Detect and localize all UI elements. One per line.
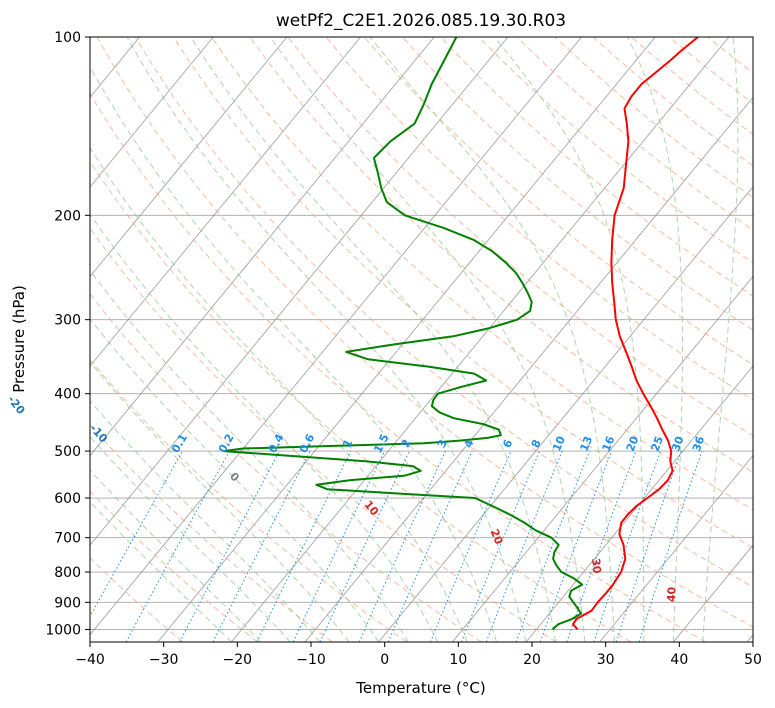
isotherm-line xyxy=(90,37,435,457)
mixing-ratio-line xyxy=(429,450,512,642)
y-tick-label: 400 xyxy=(54,387,81,403)
moist-adiabat-line xyxy=(269,37,586,642)
y-tick-label: 500 xyxy=(54,444,81,460)
moist-adiabat-line xyxy=(90,400,321,642)
x-tick-label: −20 xyxy=(223,652,253,668)
moist-adiabat-line xyxy=(190,37,556,642)
dry-adiabat-line xyxy=(287,37,753,437)
mixing-ratio-line xyxy=(593,450,662,642)
dry-adiabat-line xyxy=(363,37,753,366)
isotherm-line xyxy=(90,37,288,278)
mixing-ratio-line xyxy=(485,450,563,642)
isotherm-line xyxy=(90,37,582,636)
isotherm-line xyxy=(90,37,214,188)
dry-adiabat-line xyxy=(211,37,753,511)
x-tick-label: 20 xyxy=(523,652,541,668)
chart-title: wetPf2_C2E1.2026.085.19.30.R03 xyxy=(276,11,566,31)
moist-adiabat-line xyxy=(90,146,468,642)
isotherm-line xyxy=(599,454,753,642)
mixing-ratio-line xyxy=(638,450,703,642)
y-axis-title: Pressure (hPa) xyxy=(10,285,28,393)
y-tick-label: 300 xyxy=(54,313,81,329)
y-tick-label: 1000 xyxy=(45,622,81,638)
dry-adiabat-line xyxy=(90,293,482,642)
mixing-ratio-label: 20 xyxy=(624,434,642,453)
mixing-ratio-line xyxy=(539,450,613,642)
plot-area-background xyxy=(90,37,753,642)
line-labels: 0.10.20.40.611.52346810131620253036-100-… xyxy=(5,393,707,602)
isotherm-line xyxy=(231,37,730,642)
dry-adiabat-line xyxy=(90,160,632,642)
temperature-line xyxy=(572,37,699,631)
y-tick-label: 900 xyxy=(54,595,81,611)
mixing-ratio-line xyxy=(90,450,184,618)
y-tick-label: 100 xyxy=(54,30,81,46)
isotherm-line xyxy=(378,186,753,642)
mixing-ratio-label: 30 xyxy=(669,434,687,453)
mixing-ratio-line xyxy=(615,450,682,642)
dry-adiabat-line xyxy=(90,92,706,642)
mixing-ratio-line xyxy=(461,450,540,642)
dry-adiabat-line xyxy=(325,37,753,401)
mixing-ratio-label: 10 xyxy=(550,434,568,453)
moist-adiabat-line xyxy=(90,317,380,642)
x-tick-label: 40 xyxy=(670,652,688,668)
mixing-ratio-line xyxy=(515,450,591,642)
isotherm-line xyxy=(157,37,656,642)
y-tick-label: 600 xyxy=(54,491,81,507)
mixing-ratio-label: 36 xyxy=(690,434,707,453)
moist-adiabat-label: 40 xyxy=(665,586,679,602)
moist-adiabat-line xyxy=(126,37,527,642)
mixing-ratio-label: 25 xyxy=(649,434,667,453)
x-axis: −40 −30 −20 −10 0 10 20 30 40 50 xyxy=(75,642,762,668)
background-lines xyxy=(90,37,753,642)
isotherm-line xyxy=(90,37,509,546)
mixing-ratio-line xyxy=(387,450,473,642)
dry-adiabat-line xyxy=(90,227,557,642)
x-tick-label: −30 xyxy=(149,652,179,668)
dry-adiabat-line xyxy=(90,358,408,642)
dry-adiabat-line xyxy=(90,424,333,642)
mixing-ratio-line xyxy=(125,450,230,642)
dewpoint-line xyxy=(222,37,584,631)
plot-frame xyxy=(89,36,754,643)
y-axis: 1000 900 800 700 600 500 400 300 200 100 xyxy=(45,30,90,638)
x-tick-label: 30 xyxy=(597,652,615,668)
moist-adiabat-label: 20 xyxy=(488,527,506,546)
profile-lines xyxy=(222,37,699,631)
moist-adiabat-line xyxy=(627,37,683,642)
x-tick-label: −40 xyxy=(75,652,105,668)
isotherm-line xyxy=(304,96,753,642)
x-axis-title: Temperature (°C) xyxy=(355,679,485,697)
y-tick-label: 800 xyxy=(54,565,81,581)
moist-adiabat-line xyxy=(702,37,739,642)
mixing-ratio-line xyxy=(358,450,447,642)
x-tick-label: 50 xyxy=(744,652,762,668)
dry-adiabat-line xyxy=(249,37,753,473)
dry-adiabat-line xyxy=(90,557,184,642)
moist-adiabat-label: 30 xyxy=(589,558,604,575)
isotherm-line xyxy=(525,365,753,642)
mixing-ratio-line xyxy=(212,450,311,642)
x-tick-label: −10 xyxy=(296,652,326,668)
moist-adiabat-line xyxy=(90,65,497,642)
y-tick-label: 200 xyxy=(54,208,81,224)
mixing-ratio-label: 16 xyxy=(600,434,618,453)
y-tick-label: 700 xyxy=(54,531,81,547)
moist-adiabat-line xyxy=(369,37,615,642)
mixing-ratio-line xyxy=(256,450,352,642)
moist-adiabat-line xyxy=(90,361,350,642)
mixing-ratio-label: 13 xyxy=(577,434,595,453)
isotherm-line xyxy=(90,37,361,367)
moist-adiabat-line xyxy=(493,37,645,642)
moist-adiabat-line xyxy=(90,501,232,642)
x-tick-label: 0 xyxy=(380,652,389,668)
x-tick-label: 10 xyxy=(449,652,467,668)
